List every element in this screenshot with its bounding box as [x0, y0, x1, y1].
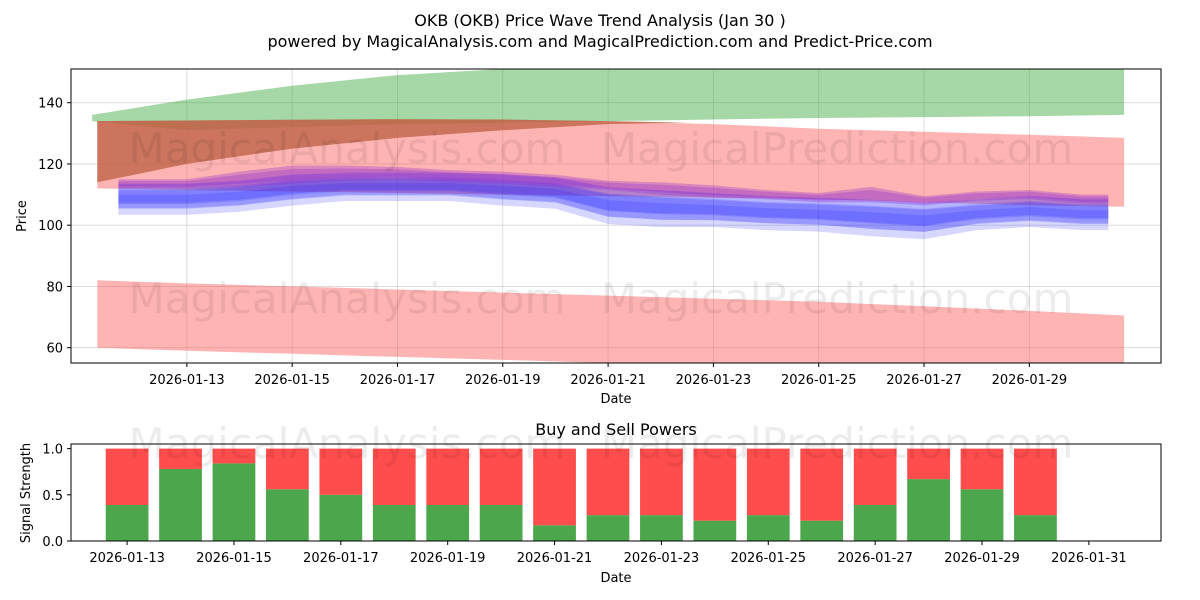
watermark-prediction-top: MagicalPrediction.com	[601, 124, 1074, 173]
buy-bar	[319, 494, 363, 541]
signal-ytick-label: 0.0	[42, 535, 63, 550]
blue-wave-band	[118, 177, 1109, 226]
watermark-prediction-mid: MagicalPrediction.com	[601, 274, 1074, 323]
price-xtick-label: 2026-01-13	[149, 373, 225, 388]
price-ytick-label: 80	[46, 280, 63, 295]
buy-bar	[693, 520, 737, 541]
sell-bar	[319, 448, 363, 495]
sell-bar	[907, 448, 950, 480]
sell-bar	[479, 448, 523, 505]
buy-bar	[479, 504, 523, 541]
green-upper-band	[92, 69, 1125, 131]
buy-bar	[266, 489, 309, 541]
price-xtick-label: 2026-01-29	[992, 373, 1068, 388]
buy-bar	[960, 489, 1004, 541]
chart-subtitle: powered by MagicalAnalysis.com and Magic…	[267, 32, 932, 51]
purple-wave-band	[118, 165, 1109, 206]
signal-xtick-label: 2026-01-15	[196, 551, 272, 566]
price-xtick-label: 2026-01-19	[465, 373, 541, 388]
sell-bar	[693, 448, 737, 521]
signal-ytick-label: 1.0	[42, 443, 63, 458]
buy-bar	[640, 515, 683, 541]
red-lower-band	[97, 280, 1125, 363]
buy-bar	[586, 515, 630, 541]
sell-bar	[212, 448, 256, 464]
price-xtick-label: 2026-01-15	[254, 373, 330, 388]
buy-bar	[1014, 515, 1057, 541]
buy-bar	[853, 504, 897, 541]
buy-bar	[372, 504, 416, 541]
buy-sell-plot: Buy and Sell Powers MagicalAnalysis.com …	[19, 419, 1162, 586]
sell-bar	[266, 448, 309, 490]
price-ytick-label: 140	[38, 97, 63, 112]
signal-xtick-label: 2026-01-31	[1051, 551, 1127, 566]
buy-bar	[426, 504, 470, 541]
signal-xtick-label: 2026-01-25	[730, 551, 806, 566]
price-xtick-label: 2026-01-17	[360, 373, 436, 388]
sell-bar	[1014, 448, 1057, 516]
signal-xtick-label: 2026-01-29	[944, 551, 1020, 566]
price-ytick-label: 120	[38, 158, 63, 173]
sell-bar	[800, 448, 844, 521]
sell-bar	[372, 448, 416, 505]
price-wave-plot: MagicalAnalysis.com MagicalPrediction.co…	[15, 68, 1162, 407]
signal-xtick-label: 2026-01-13	[89, 551, 165, 566]
buy-bar	[907, 479, 950, 541]
price-xtick-label: 2026-01-23	[676, 373, 752, 388]
sell-bar	[159, 448, 202, 469]
sell-bar	[640, 448, 683, 516]
buy-bar	[105, 504, 149, 541]
buy-bar	[533, 525, 576, 541]
signal-xtick-label: 2026-01-17	[303, 551, 379, 566]
price-axis-label: Price	[15, 200, 30, 232]
chart-title: OKB (OKB) Price Wave Trend Analysis (Jan…	[414, 11, 785, 30]
sell-bar	[426, 448, 470, 505]
price-ytick-label: 60	[46, 342, 63, 357]
date-axis-label-bottom: Date	[600, 571, 631, 586]
blue-wave-band	[118, 173, 1109, 240]
blue-wave-band	[118, 178, 1109, 232]
signal-ytick-label: 0.5	[42, 489, 63, 504]
watermark-analysis-top: MagicalAnalysis.com	[129, 124, 566, 173]
sell-bar	[960, 448, 1004, 490]
sell-bar	[586, 448, 630, 516]
date-axis-label-top: Date	[600, 392, 631, 407]
olive-band	[97, 119, 688, 183]
signal-xtick-label: 2026-01-19	[410, 551, 486, 566]
signal-xtick-label: 2026-01-21	[517, 551, 593, 566]
sell-bar	[533, 448, 576, 526]
buy-bar	[746, 515, 790, 541]
buy-sell-title: Buy and Sell Powers	[535, 420, 697, 439]
price-xtick-label: 2026-01-27	[886, 373, 962, 388]
blue-wave-band	[118, 183, 1109, 227]
buy-bar	[212, 463, 256, 541]
blue-wave-band	[118, 172, 1109, 232]
red-upper-band	[97, 119, 1125, 207]
signal-xtick-label: 2026-01-23	[624, 551, 700, 566]
buy-bar	[800, 520, 844, 541]
sell-bar	[746, 448, 790, 516]
price-xtick-label: 2026-01-21	[570, 373, 646, 388]
price-xtick-label: 2026-01-25	[781, 373, 857, 388]
sell-bar	[853, 448, 897, 505]
sell-bar	[105, 448, 149, 505]
signal-axis-label: Signal Strength	[19, 443, 34, 543]
buy-sell-plot-frame	[70, 443, 1162, 542]
watermark-analysis-mid: MagicalAnalysis.com	[129, 274, 566, 323]
price-plot-frame	[70, 68, 1162, 364]
purple-wave-band	[118, 168, 1109, 204]
signal-xtick-label: 2026-01-27	[837, 551, 913, 566]
price-ytick-label: 100	[38, 219, 63, 234]
buy-bar	[159, 468, 202, 541]
